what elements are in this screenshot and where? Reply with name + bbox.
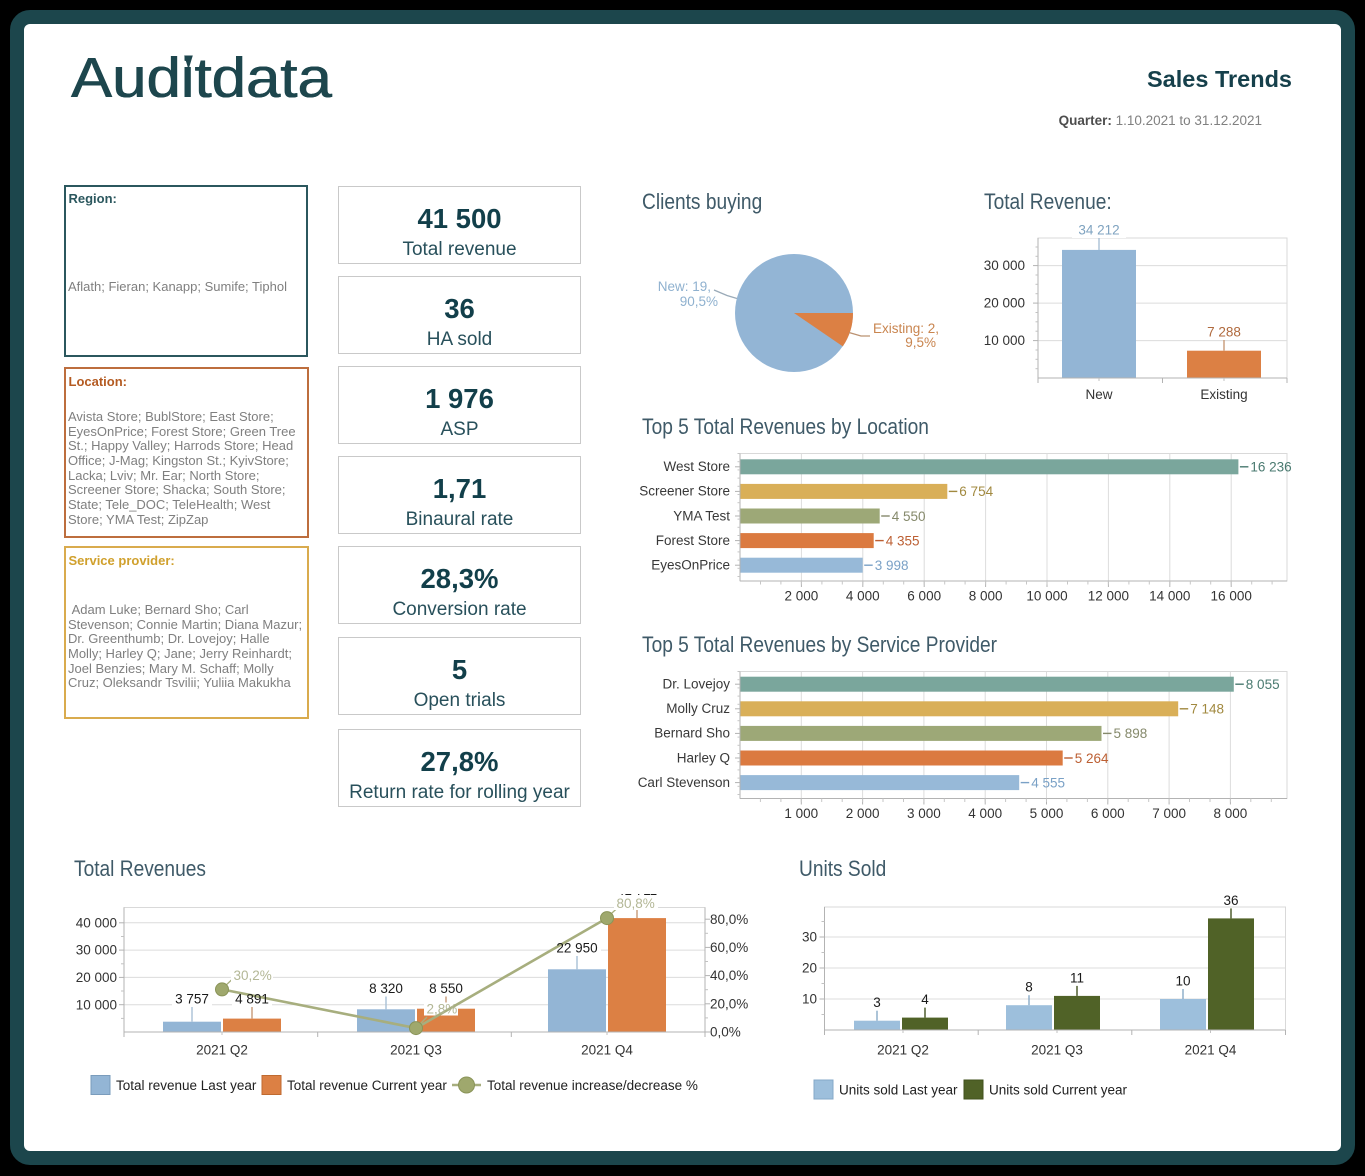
svg-text:10 000: 10 000 bbox=[984, 333, 1025, 348]
svg-text:Bernard Sho: Bernard Sho bbox=[654, 726, 730, 741]
svg-text:4 891: 4 891 bbox=[235, 992, 269, 1007]
svg-text:5 898: 5 898 bbox=[1114, 726, 1148, 741]
svg-text:8 000: 8 000 bbox=[969, 589, 1003, 604]
svg-text:90,5%: 90,5% bbox=[680, 294, 718, 309]
svg-text:EyesOnPrice: EyesOnPrice bbox=[651, 558, 730, 573]
svg-text:40,0%: 40,0% bbox=[710, 968, 748, 983]
svg-text:New: 19,: New: 19, bbox=[658, 279, 711, 294]
svg-text:34 212: 34 212 bbox=[1078, 223, 1119, 238]
svg-text:30 000: 30 000 bbox=[76, 943, 117, 958]
svg-text:2021 Q2: 2021 Q2 bbox=[877, 1043, 929, 1058]
svg-text:40 000: 40 000 bbox=[76, 915, 117, 930]
svg-text:Total revenue Current year: Total revenue Current year bbox=[287, 1078, 447, 1093]
svg-text:Total revenue increase/decreas: Total revenue increase/decrease % bbox=[487, 1078, 698, 1093]
svg-text:2021 Q3: 2021 Q3 bbox=[390, 1043, 442, 1058]
svg-text:4 555: 4 555 bbox=[1031, 775, 1065, 790]
svg-text:Screener Store: Screener Store bbox=[639, 484, 730, 499]
svg-text:20 000: 20 000 bbox=[984, 296, 1025, 311]
svg-text:Units sold Last year: Units sold Last year bbox=[839, 1083, 958, 1098]
svg-text:2,8%: 2,8% bbox=[427, 1002, 458, 1017]
svg-text:80,8%: 80,8% bbox=[617, 896, 655, 911]
svg-text:8 000: 8 000 bbox=[1214, 806, 1248, 821]
svg-text:30 000: 30 000 bbox=[984, 258, 1025, 273]
svg-text:22 950: 22 950 bbox=[556, 941, 597, 956]
svg-text:6 000: 6 000 bbox=[907, 589, 941, 604]
svg-text:0,0%: 0,0% bbox=[710, 1025, 741, 1040]
svg-text:2021 Q4: 2021 Q4 bbox=[581, 1043, 633, 1058]
svg-text:20: 20 bbox=[802, 961, 817, 976]
svg-text:7 288: 7 288 bbox=[1207, 325, 1241, 340]
svg-text:Existing: 2,: Existing: 2, bbox=[873, 321, 939, 336]
svg-text:4 355: 4 355 bbox=[886, 533, 920, 548]
svg-text:6 000: 6 000 bbox=[1091, 806, 1125, 821]
svg-text:10: 10 bbox=[802, 992, 817, 1007]
svg-text:60,0%: 60,0% bbox=[710, 940, 748, 955]
svg-text:10 000: 10 000 bbox=[76, 997, 117, 1012]
svg-text:30,2%: 30,2% bbox=[234, 968, 272, 983]
svg-text:3 000: 3 000 bbox=[907, 806, 941, 821]
svg-text:8 320: 8 320 bbox=[369, 981, 403, 996]
svg-text:Carl Stevenson: Carl Stevenson bbox=[638, 775, 730, 790]
svg-text:3: 3 bbox=[873, 995, 881, 1010]
svg-text:Molly Cruz: Molly Cruz bbox=[666, 701, 730, 716]
svg-text:Total revenue Last year: Total revenue Last year bbox=[116, 1078, 257, 1093]
svg-text:4 000: 4 000 bbox=[968, 806, 1002, 821]
svg-text:4 550: 4 550 bbox=[892, 509, 926, 524]
svg-text:YMA Test: YMA Test bbox=[673, 508, 730, 523]
svg-text:West Store: West Store bbox=[663, 459, 730, 474]
svg-text:1 000: 1 000 bbox=[784, 806, 818, 821]
svg-text:Harley Q: Harley Q bbox=[677, 750, 730, 765]
svg-text:2021 Q3: 2021 Q3 bbox=[1031, 1043, 1083, 1058]
svg-text:6 754: 6 754 bbox=[959, 484, 993, 499]
svg-text:Units sold Current year: Units sold Current year bbox=[989, 1083, 1128, 1098]
svg-text:2 000: 2 000 bbox=[846, 806, 880, 821]
svg-text:10 000: 10 000 bbox=[1026, 589, 1067, 604]
svg-text:Dr. Lovejoy: Dr. Lovejoy bbox=[662, 677, 730, 692]
svg-text:8: 8 bbox=[1025, 980, 1033, 995]
svg-text:8 055: 8 055 bbox=[1246, 677, 1280, 692]
svg-text:3 757: 3 757 bbox=[175, 992, 209, 1007]
svg-text:20,0%: 20,0% bbox=[710, 996, 748, 1011]
svg-text:11: 11 bbox=[1070, 970, 1084, 985]
svg-text:10: 10 bbox=[1175, 974, 1190, 989]
svg-text:8 550: 8 550 bbox=[429, 981, 463, 996]
svg-text:Existing: Existing bbox=[1200, 387, 1247, 402]
svg-text:7 000: 7 000 bbox=[1152, 806, 1186, 821]
svg-text:16 000: 16 000 bbox=[1211, 589, 1252, 604]
svg-text:New: New bbox=[1085, 387, 1112, 402]
svg-text:2021 Q2: 2021 Q2 bbox=[196, 1043, 248, 1058]
svg-text:30: 30 bbox=[802, 930, 817, 945]
svg-text:3 998: 3 998 bbox=[875, 558, 909, 573]
svg-text:9,5%: 9,5% bbox=[905, 335, 936, 350]
svg-text:12 000: 12 000 bbox=[1088, 589, 1129, 604]
svg-text:7 148: 7 148 bbox=[1190, 702, 1224, 717]
svg-text:4 000: 4 000 bbox=[846, 589, 880, 604]
svg-text:4: 4 bbox=[921, 992, 929, 1007]
svg-text:2 000: 2 000 bbox=[785, 589, 819, 604]
svg-text:16 236: 16 236 bbox=[1250, 460, 1291, 475]
svg-text:41 711: 41 711 bbox=[617, 894, 657, 898]
svg-text:5 000: 5 000 bbox=[1030, 806, 1064, 821]
svg-text:14 000: 14 000 bbox=[1149, 589, 1190, 604]
svg-text:20 000: 20 000 bbox=[76, 970, 117, 985]
svg-text:2021 Q4: 2021 Q4 bbox=[1185, 1043, 1237, 1058]
svg-text:Forest Store: Forest Store bbox=[656, 533, 730, 548]
svg-text:36: 36 bbox=[1223, 894, 1238, 908]
svg-text:80,0%: 80,0% bbox=[710, 912, 748, 927]
svg-text:5 264: 5 264 bbox=[1075, 751, 1109, 766]
